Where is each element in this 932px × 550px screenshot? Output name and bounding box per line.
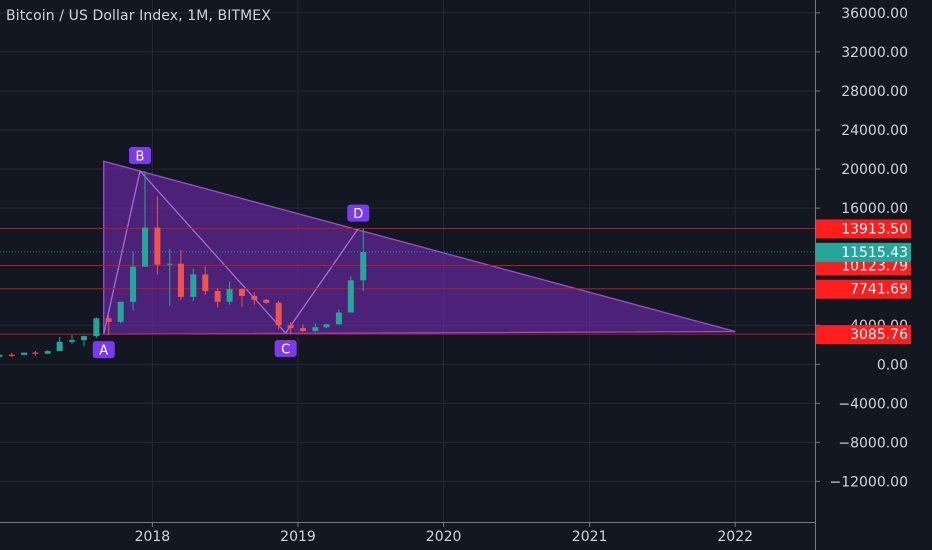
pattern-labels: A B C D xyxy=(92,147,370,359)
candle-body xyxy=(117,301,124,322)
candle-body xyxy=(177,263,184,297)
candle-body xyxy=(190,274,197,297)
candle-body xyxy=(142,227,149,267)
candle-body xyxy=(238,289,245,296)
candle-body xyxy=(287,325,294,329)
candle-body xyxy=(69,340,76,342)
x-tick-label: 2019 xyxy=(280,529,316,545)
candle-body xyxy=(347,280,354,313)
candle-body xyxy=(154,227,161,265)
price-level-tag-bg xyxy=(816,219,911,239)
point-label-bg xyxy=(274,340,297,358)
candle-body xyxy=(105,318,112,322)
y-tick-label: 24000.00 xyxy=(841,123,908,139)
y-tick-label: 20000.00 xyxy=(841,162,908,178)
y-tick-label: −8000.00 xyxy=(838,435,908,451)
candle-body xyxy=(275,302,282,326)
candle-body xyxy=(335,312,342,325)
x-tick-label: 2018 xyxy=(135,529,171,545)
point-label-bg xyxy=(347,204,370,222)
y-tick-label: 36000.00 xyxy=(841,6,908,22)
y-tick-label: 0.00 xyxy=(877,357,908,373)
horizontal-levels xyxy=(0,227,815,335)
point-label-a: A xyxy=(99,344,108,359)
price-level-tag-bg xyxy=(816,325,911,345)
price-level-tag-bg xyxy=(816,279,911,299)
candle-body xyxy=(0,354,3,357)
triangle-pattern xyxy=(103,160,736,335)
candle-body xyxy=(226,289,233,302)
candle-body xyxy=(56,341,63,352)
candles xyxy=(0,171,367,357)
candle-body xyxy=(130,266,137,302)
x-tick-label: 2021 xyxy=(572,529,608,545)
candle-body xyxy=(21,352,28,355)
abcd-pattern xyxy=(103,160,736,335)
x-tick-label: 2020 xyxy=(426,529,462,545)
last-price-tag: 11515.43 xyxy=(841,245,908,261)
last-price-tag-bg xyxy=(816,242,911,262)
candle-body xyxy=(202,274,209,292)
price-level-tag: 3085.76 xyxy=(850,327,908,343)
candle-body xyxy=(299,328,306,332)
candle-body xyxy=(251,295,258,300)
candle-body xyxy=(44,351,51,354)
y-tick-label: 28000.00 xyxy=(841,84,908,100)
y-tick-label: −4000.00 xyxy=(838,396,908,412)
x-tick-label: 2022 xyxy=(717,529,753,545)
y-tick-label: 32000.00 xyxy=(841,45,908,61)
y-tick-label: 16000.00 xyxy=(841,201,908,217)
y-tick-label: −12000.00 xyxy=(829,474,908,490)
point-label-b: B xyxy=(136,150,145,165)
candle-body xyxy=(214,291,221,302)
price-level-tag: 7741.69 xyxy=(850,282,908,298)
candle-body xyxy=(80,336,87,341)
candle-body xyxy=(323,324,330,328)
point-label-d: D xyxy=(353,207,363,222)
abcd-path xyxy=(103,169,359,335)
candle-body xyxy=(263,299,270,303)
candle-body xyxy=(93,318,100,337)
candle-body xyxy=(360,252,367,281)
candle-body xyxy=(166,263,173,265)
point-label-bg xyxy=(92,341,115,359)
candle-body xyxy=(8,354,15,356)
chart-title: Bitcoin / US Dollar Index, 1M, BITMEX xyxy=(6,8,271,24)
candle-body xyxy=(312,327,319,332)
point-label-c: C xyxy=(281,343,290,358)
candle-body xyxy=(32,352,39,354)
price-level-tag: 13913.50 xyxy=(841,221,908,237)
price-level-tag: 10123.79 xyxy=(841,258,908,274)
point-label-bg xyxy=(129,147,152,164)
price-axis: 36000.00 32000.00 28000.00 24000.00 20000.00… xyxy=(0,0,911,550)
